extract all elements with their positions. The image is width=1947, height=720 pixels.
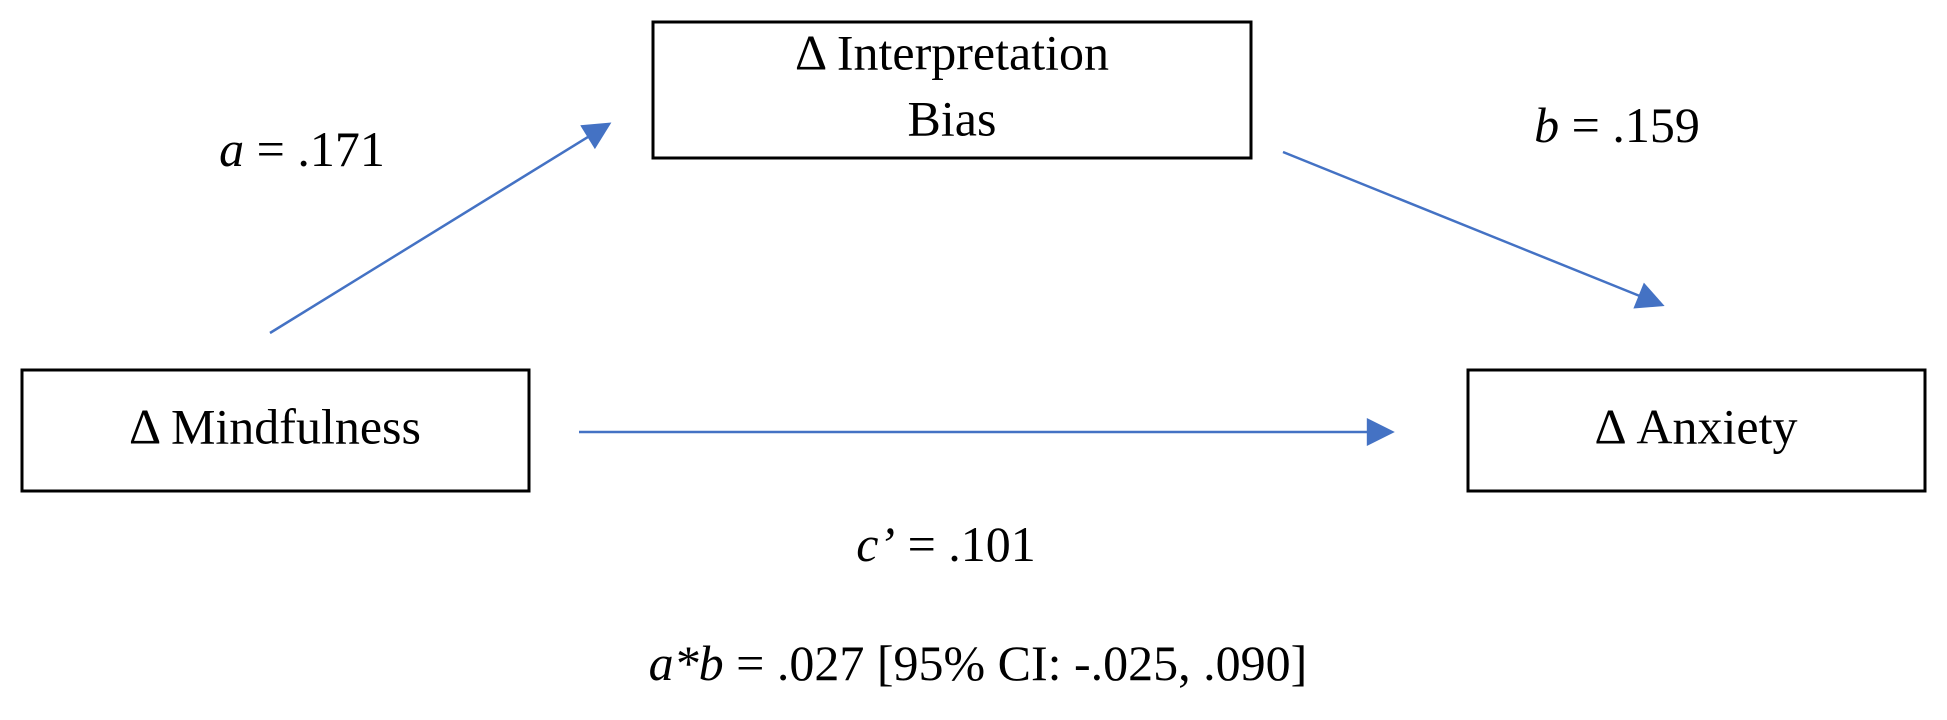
edge-value: = .101: [908, 516, 1036, 572]
node-label: Bias: [908, 90, 997, 146]
predictor-box: [20, 368, 531, 493]
indirect-effect: a*b = .027 [95% CI: -.025, .090]: [649, 635, 1308, 691]
edge-label: b = .159: [1534, 97, 1700, 153]
outcome-box: [1466, 368, 1927, 493]
footnote-symbol: a*b: [649, 635, 724, 691]
edge-symbol: a: [219, 121, 244, 177]
edge-label: c’ = .101: [856, 516, 1036, 572]
node-label: Δ Anxiety: [1595, 398, 1798, 454]
path-a-arrow: [269, 122, 612, 335]
path-b-arrow: [1282, 150, 1665, 309]
edge-value: = .171: [257, 121, 385, 177]
mediator-box: [651, 20, 1253, 160]
node-label: Δ Mindfulness: [129, 398, 421, 454]
edge-label: a = .171: [219, 121, 385, 177]
edge-value: = .159: [1572, 97, 1700, 153]
node-label: Δ Interpretation: [795, 24, 1109, 80]
edge-symbol: c’: [856, 516, 895, 572]
footnote-text: = .027 [95% CI: -.025, .090]: [736, 635, 1307, 691]
edge-symbol: b: [1534, 97, 1559, 153]
